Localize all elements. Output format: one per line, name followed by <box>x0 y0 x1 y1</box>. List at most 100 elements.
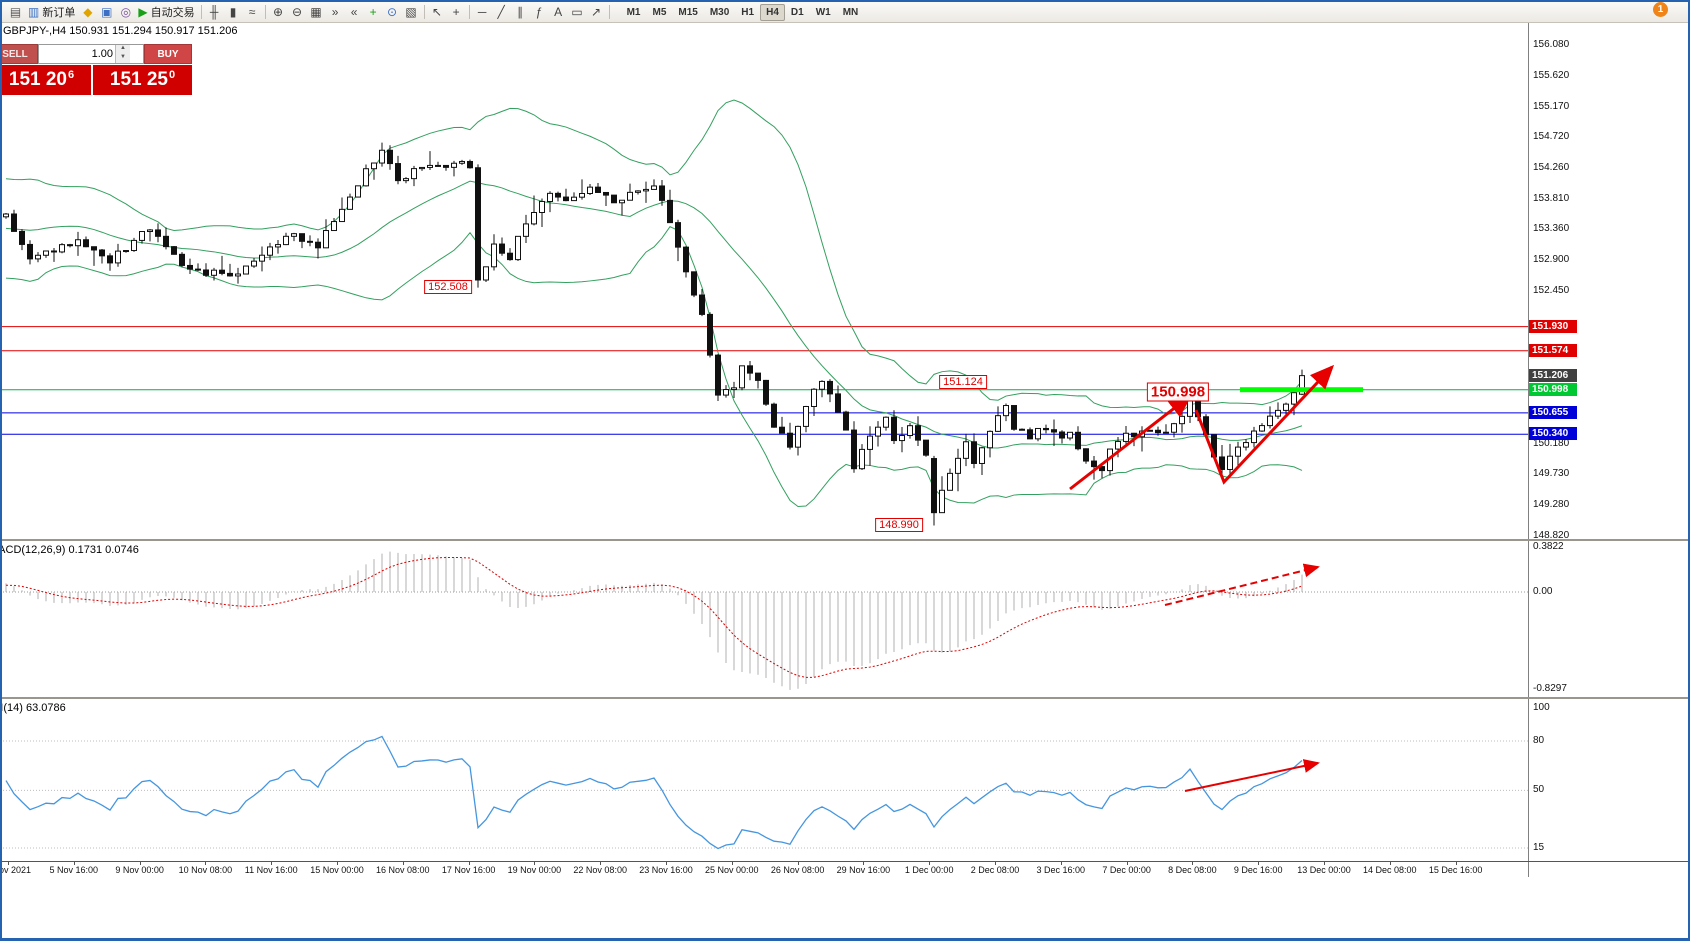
macd-canvas[interactable] <box>0 541 1528 697</box>
new-order-button[interactable]: ▥ 新订单 <box>25 3 78 21</box>
time-label: 16 Nov 08:00 <box>376 865 430 875</box>
volume-down-icon[interactable]: ▼ <box>116 54 130 63</box>
rsi-panel[interactable]: RSI(14) 63.0786 <box>0 699 1528 861</box>
buy-price-pip: 0 <box>169 69 176 81</box>
price-tick: 153.360 <box>1533 222 1570 234</box>
equidistant-channel-button[interactable]: ∥ <box>511 3 530 21</box>
equidistant-channel-icon: ∥ <box>517 5 524 19</box>
notification-badge[interactable]: 1 <box>1653 2 1668 17</box>
panel-splitter[interactable] <box>0 539 1688 541</box>
macd-tick: 0.00 <box>1533 586 1553 597</box>
toolbar-separator <box>608 5 610 19</box>
timeframe-MN[interactable]: MN <box>837 4 865 21</box>
line-chart-icon: ≈ <box>248 5 256 19</box>
crosshair-button[interactable]: + <box>447 3 466 21</box>
time-tick <box>863 862 865 865</box>
sell-price-value: 151 20 <box>8 69 67 90</box>
horizontal-line-icon: ─ <box>477 5 487 19</box>
macd-panel[interactable]: MACD(12,26,9) 0.1731 0.0746 <box>0 541 1528 697</box>
timeframe-W1[interactable]: W1 <box>810 4 837 21</box>
line-chart-button[interactable]: ≈ <box>243 3 262 21</box>
time-tick <box>929 862 931 865</box>
new-chart-button[interactable]: ▤ <box>6 3 25 21</box>
zoom-in-icon: ⊕ <box>273 5 284 19</box>
tile-windows-button[interactable]: ▦ <box>307 3 326 21</box>
text-label-button[interactable]: ▭ <box>568 3 587 21</box>
auto-scroll-button[interactable]: » <box>326 3 345 21</box>
volume-stepper[interactable]: ▲ ▼ <box>38 44 144 64</box>
arrows-icon: ↗ <box>591 5 602 19</box>
buy-button[interactable]: BUY <box>144 44 192 64</box>
periods-button[interactable]: ⊙ <box>383 3 402 21</box>
templates-button[interactable]: ▧ <box>402 3 421 21</box>
strategy-tester-button[interactable]: ◎ <box>116 3 135 21</box>
timeframe-M5[interactable]: M5 <box>646 4 672 21</box>
volume-spinner[interactable]: ▲ ▼ <box>115 45 130 63</box>
price-tick: 149.280 <box>1533 498 1570 510</box>
arrows-button[interactable]: ↗ <box>587 3 606 21</box>
time-label: 8 Dec 08:00 <box>1168 865 1217 875</box>
time-tick <box>1324 862 1325 865</box>
time-tick <box>534 862 536 865</box>
timeframe-H1[interactable]: H1 <box>735 4 760 21</box>
time-label: 13 Dec 00:00 <box>1297 865 1351 875</box>
rsi-canvas[interactable] <box>0 699 1528 861</box>
panel-splitter[interactable] <box>0 697 1688 699</box>
chart-shift-button[interactable]: « <box>345 3 364 21</box>
volume-up-icon[interactable]: ▲ <box>116 45 130 54</box>
time-tick <box>402 862 404 865</box>
buy-price-value: 151 25 <box>109 69 168 90</box>
price-axis[interactable]: 156.080 155.620 155.170 154.720 154.260 153.8… <box>1528 22 1689 877</box>
cursor-button[interactable]: ↖ <box>428 3 447 21</box>
zoom-out-button[interactable]: ⊖ <box>288 3 307 21</box>
toolbar-separator <box>264 5 266 19</box>
new-chart-icon: ▤ <box>9 5 22 19</box>
horizontal-line-button[interactable]: ─ <box>473 3 492 21</box>
main-chart-canvas[interactable] <box>0 22 1528 539</box>
time-label: 11 Nov 16:00 <box>244 865 298 875</box>
rsi-tick: 80 <box>1533 734 1545 746</box>
timeframe-H4[interactable]: H4 <box>760 3 785 21</box>
metaeditor-button[interactable]: ◆ <box>78 3 97 21</box>
candle-chart-button[interactable]: ▮ <box>224 3 243 21</box>
price-badge: 150.655 <box>1529 405 1577 419</box>
sell-price-button[interactable]: 151 20 6 <box>0 65 91 95</box>
macd-label: MACD(12,26,9) 0.1731 0.0746 <box>0 544 139 556</box>
chart-shift-icon: « <box>350 5 358 19</box>
terminal-button[interactable]: ▣ <box>97 3 116 21</box>
macd-tick: 0.3822 <box>1533 541 1564 553</box>
timeframe-M1[interactable]: M1 <box>621 4 647 21</box>
chart-symbol-header: GBPJPY-,H4 150.931 151.294 150.917 151.2… <box>3 25 238 37</box>
time-tick <box>995 862 996 865</box>
sell-button[interactable]: SELL <box>0 44 38 64</box>
sell-price-pip: 6 <box>68 69 75 81</box>
time-tick <box>1060 862 1062 865</box>
bar-chart-button[interactable]: ╫ <box>205 3 224 21</box>
autotrade-button[interactable]: ▶ 自动交易 <box>135 3 197 21</box>
timeframe-D1[interactable]: D1 <box>785 4 810 21</box>
buy-price-button[interactable]: 151 25 0 <box>93 65 192 95</box>
price-tick: 156.080 <box>1533 39 1570 50</box>
time-axis[interactable]: 4 Nov 2021 5 Nov 16:00 9 Nov 00:00 10 Nov 0… <box>0 862 1688 878</box>
time-label: 5 Nov 16:00 <box>49 865 99 875</box>
time-tick <box>271 862 273 865</box>
window-border-right <box>1688 0 1690 941</box>
timeframe-M30[interactable]: M30 <box>704 4 735 21</box>
time-label: 1 Dec 00:00 <box>904 865 954 875</box>
price-badge: 150.998 <box>1529 382 1577 396</box>
trendline-button[interactable]: ╱ <box>492 3 511 21</box>
text-button[interactable]: A <box>549 3 568 21</box>
fibonacci-button[interactable]: ƒ <box>530 3 549 21</box>
time-tick <box>1126 862 1128 865</box>
time-label: 2 Dec 08:00 <box>970 865 1020 875</box>
volume-input[interactable] <box>39 45 115 63</box>
indicators-button[interactable]: + <box>364 3 383 21</box>
autotrade-label: 自动交易 <box>150 7 195 19</box>
time-label: 3 Dec 16:00 <box>1036 865 1086 875</box>
zoom-in-button[interactable]: ⊕ <box>269 3 288 21</box>
time-tick <box>1455 862 1457 865</box>
timeframe-M15[interactable]: M15 <box>672 4 703 21</box>
window-border-top <box>0 0 1690 2</box>
main-chart-panel[interactable]: GBPJPY-,H4 150.931 151.294 150.917 151.2… <box>0 22 1528 539</box>
